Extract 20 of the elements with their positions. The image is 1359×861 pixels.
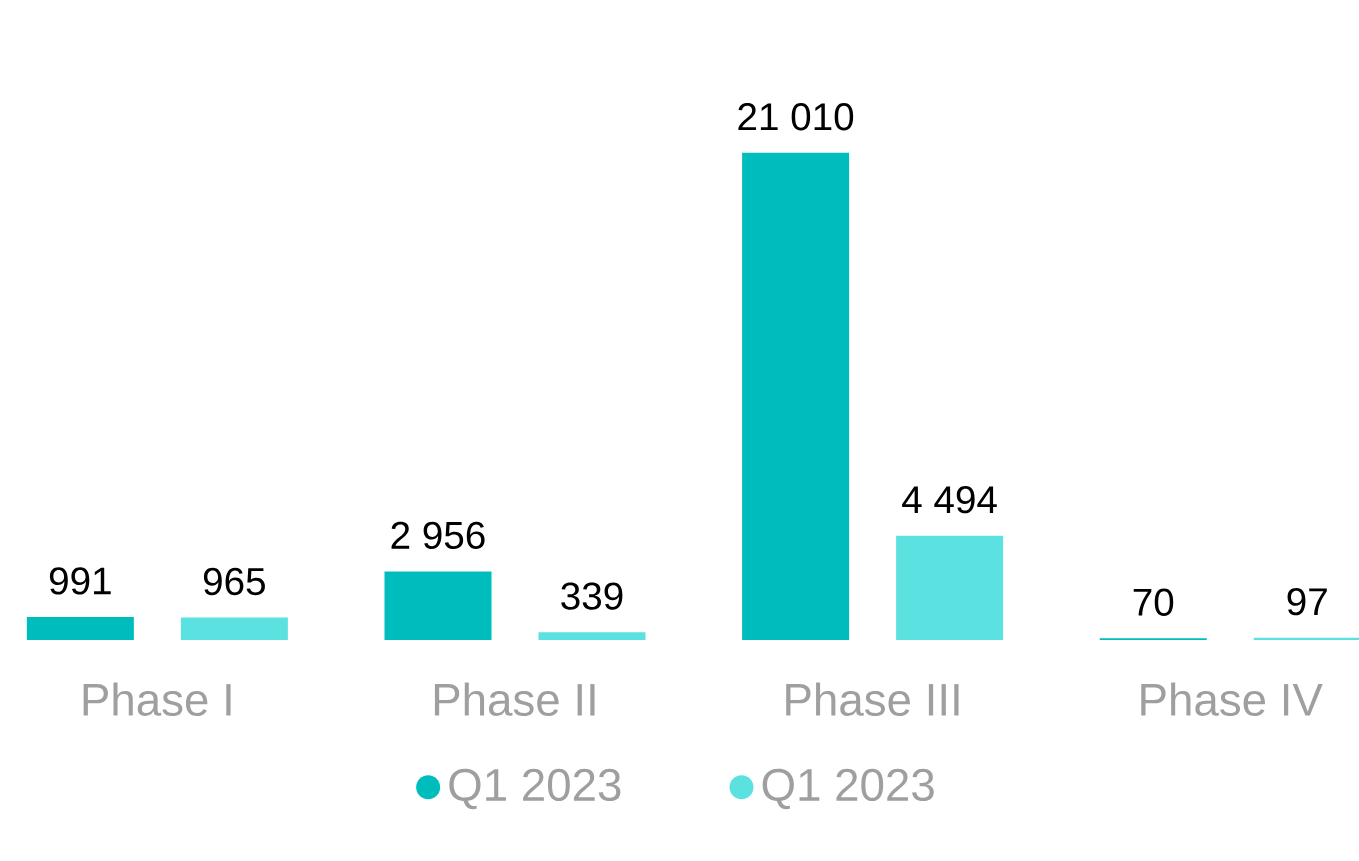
data-label: 2 956 [391, 521, 485, 550]
bar [896, 535, 1004, 640]
bar [26, 617, 134, 640]
legend-label: Q1 2023 [762, 768, 934, 810]
data-label: 991 [49, 567, 111, 595]
data-label: 339 [561, 582, 623, 610]
bar [384, 571, 492, 640]
x-tick-label: Phase I [83, 682, 231, 716]
bar [180, 617, 288, 640]
bar [742, 152, 850, 640]
bar [538, 632, 646, 640]
x-tick-label: Phase IV [1141, 682, 1323, 716]
data-label: 4 494 [902, 486, 997, 514]
data-label: 21 010 [738, 103, 854, 131]
x-tick-label: Phase II [434, 682, 595, 716]
x-tick-label: Phase III [786, 682, 959, 716]
data-label: 70 [1133, 588, 1174, 616]
data-label: 97 [1287, 587, 1327, 616]
legend-label: Q1 2023 [449, 768, 621, 810]
data-label: 965 [203, 567, 265, 596]
